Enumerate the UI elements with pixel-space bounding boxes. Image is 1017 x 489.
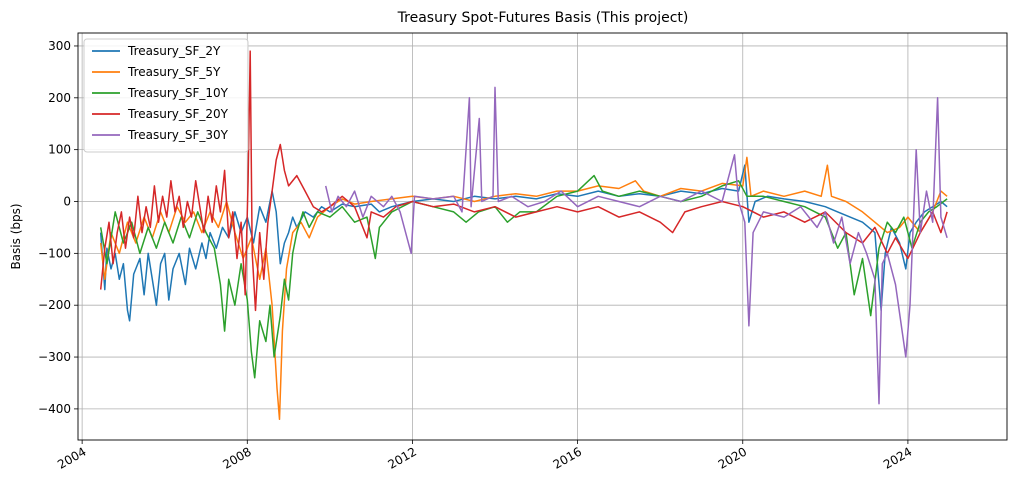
- legend-label: Treasury_SF_30Y: [127, 128, 229, 142]
- y-tick-label: 300: [48, 39, 71, 53]
- y-tick-label: −400: [38, 402, 71, 416]
- legend-label: Treasury_SF_20Y: [127, 107, 229, 121]
- y-tick-label: 200: [48, 91, 71, 105]
- series-line-3: [99, 174, 948, 379]
- legend: Treasury_SF_2Y Treasury_SF_5Y Treasury_SF_…: [83, 38, 249, 153]
- legend-label: Treasury_SF_2Y: [127, 44, 221, 58]
- legend-label: Treasury_SF_5Y: [127, 65, 221, 79]
- legend-label: Treasury_SF_10Y: [127, 86, 229, 100]
- legend-box: [83, 38, 249, 153]
- y-tick-label: −300: [38, 350, 71, 364]
- plot-frame: [77, 32, 1008, 441]
- y-tick-label: −100: [38, 246, 71, 260]
- y-tick-label: 100: [48, 143, 71, 157]
- plot-series: [99, 50, 948, 421]
- chart-title: Treasury Spot-Futures Basis (This projec…: [397, 10, 689, 26]
- series-line-5: [324, 86, 948, 405]
- y-axis: −400 −300 −200 −100 0 100 200 300: [38, 39, 78, 416]
- y-axis-label: Basis (bps): [9, 203, 23, 269]
- y-tick-label: 0: [63, 195, 71, 209]
- y-tick-label: −200: [38, 298, 71, 312]
